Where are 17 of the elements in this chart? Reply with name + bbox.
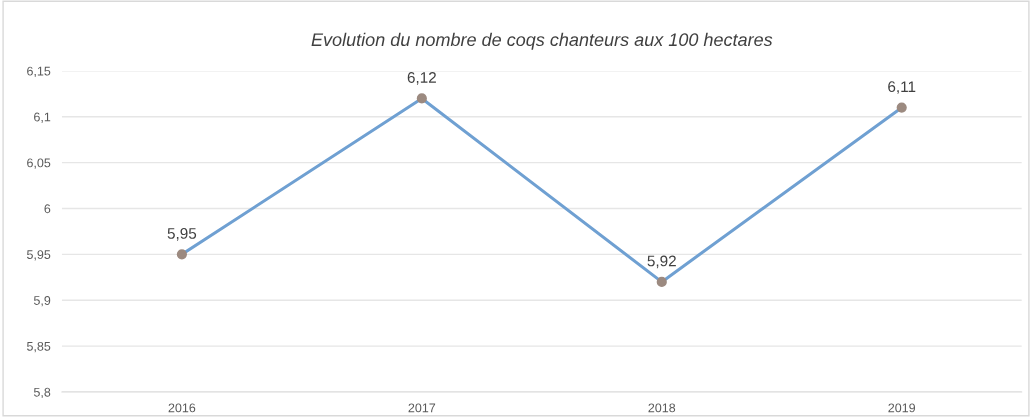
x-tick-label: 2019 (888, 403, 916, 413)
data-label: 5,92 (647, 255, 676, 269)
y-tick-label: 5,8 (33, 387, 51, 399)
x-tick-label: 2017 (408, 403, 436, 413)
y-tick-label: 6 (44, 204, 51, 214)
y-tick-label: 5,85 (26, 341, 51, 353)
y-tick-label: 5,9 (33, 296, 51, 307)
data-label: 6,12 (407, 72, 436, 85)
chart-title: Evolution du nombre de coqs chanteurs aux 100 hectares (311, 32, 773, 50)
y-tick-label: 6,15 (27, 66, 51, 78)
y-tick-label: 6,1 (34, 112, 51, 123)
x-tick-label: 2018 (648, 403, 676, 413)
data-label: 6,11 (888, 81, 916, 94)
x-tick-label: 2016 (168, 403, 196, 413)
data-label: 5,95 (167, 228, 197, 241)
y-tick-label: 5,95 (26, 250, 51, 261)
y-tick-label: 6,05 (27, 158, 51, 169)
